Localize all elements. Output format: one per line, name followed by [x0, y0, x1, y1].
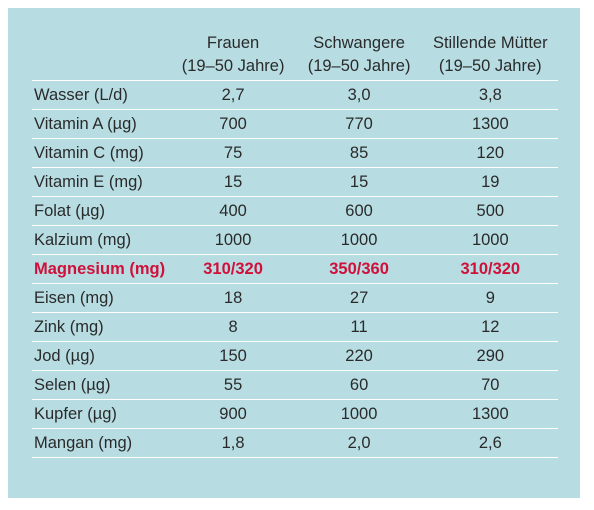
cell-stillende: 70 [422, 370, 558, 400]
cell-schwangere: 1000 [295, 399, 423, 429]
cell-schwangere: 1000 [295, 225, 423, 255]
row-label: Vitamin E (mg) [32, 167, 171, 197]
column-header-age: (19–50 Jahre) [438, 57, 542, 75]
cell-schwangere: 11 [295, 312, 423, 342]
header-row: Frauen (19–50 Jahre) Schwangere (19–50 J… [32, 32, 558, 81]
cell-stillende: 1000 [422, 225, 558, 255]
cell-stillende: 1300 [422, 399, 558, 429]
table-row-wasser: Wasser (L/d) 2,7 3,0 3,8 [32, 80, 558, 110]
table-row-folat: Folat (µg) 400 600 500 [32, 196, 558, 226]
cell-frauen: 150 [170, 341, 296, 371]
cell-frauen: 400 [170, 196, 296, 226]
cell-frauen: 8 [170, 312, 296, 342]
column-header-stillende-muetter: Stillende Mütter (19–50 Jahre) [422, 32, 558, 81]
cell-stillende: 290 [422, 341, 558, 371]
nutrient-table-panel: Frauen (19–50 Jahre) Schwangere (19–50 J… [8, 8, 580, 498]
cell-schwangere: 2,0 [295, 428, 423, 458]
row-label: Kupfer (µg) [32, 399, 171, 429]
table-row-vitamin-e: Vitamin E (mg) 15 15 19 [32, 167, 558, 197]
header-corner [32, 32, 171, 81]
cell-schwangere: 15 [295, 167, 423, 197]
cell-frauen: 2,7 [170, 80, 296, 110]
table-body: Wasser (L/d) 2,7 3,0 3,8 Vitamin A (µg) … [32, 80, 558, 458]
row-label: Wasser (L/d) [32, 80, 171, 110]
table-row-zink: Zink (mg) 8 11 12 [32, 312, 558, 342]
row-label: Folat (µg) [32, 196, 171, 226]
cell-frauen: 900 [170, 399, 296, 429]
row-label: Vitamin C (mg) [32, 138, 171, 168]
cell-stillende: 120 [422, 138, 558, 168]
cell-stillende: 2,6 [422, 428, 558, 458]
nutrient-table: Frauen (19–50 Jahre) Schwangere (19–50 J… [32, 32, 558, 458]
cell-schwangere: 85 [295, 138, 423, 168]
column-header-title: Stillende Mütter [432, 34, 548, 52]
cell-schwangere: 350/360 [295, 254, 423, 284]
column-header-frauen: Frauen (19–50 Jahre) [170, 32, 296, 81]
row-label: Vitamin A (µg) [32, 109, 171, 139]
cell-frauen: 1,8 [170, 428, 296, 458]
cell-stillende: 310/320 [422, 254, 558, 284]
cell-schwangere: 3,0 [295, 80, 423, 110]
cell-stillende: 9 [422, 283, 558, 313]
cell-frauen: 18 [170, 283, 296, 313]
cell-stillende: 500 [422, 196, 558, 226]
table-row-vitamin-c: Vitamin C (mg) 75 85 120 [32, 138, 558, 168]
row-label: Jod (µg) [32, 341, 171, 371]
column-header-title: Frauen [206, 34, 260, 52]
cell-stillende: 3,8 [422, 80, 558, 110]
cell-schwangere: 770 [295, 109, 423, 139]
row-label: Zink (mg) [32, 312, 171, 342]
cell-frauen: 310/320 [170, 254, 296, 284]
table-header: Frauen (19–50 Jahre) Schwangere (19–50 J… [32, 32, 558, 81]
table-row-kupfer: Kupfer (µg) 900 1000 1300 [32, 399, 558, 429]
cell-frauen: 15 [170, 167, 296, 197]
column-header-age: (19–50 Jahre) [181, 57, 285, 75]
table-row-vitamin-a: Vitamin A (µg) 700 770 1300 [32, 109, 558, 139]
table-row-eisen: Eisen (mg) 18 27 9 [32, 283, 558, 313]
cell-schwangere: 27 [295, 283, 423, 313]
table-row-kalzium: Kalzium (mg) 1000 1000 1000 [32, 225, 558, 255]
row-label: Kalzium (mg) [32, 225, 171, 255]
cell-schwangere: 60 [295, 370, 423, 400]
cell-frauen: 1000 [170, 225, 296, 255]
column-header-schwangere: Schwangere (19–50 Jahre) [295, 32, 423, 81]
cell-stillende: 12 [422, 312, 558, 342]
row-label: Eisen (mg) [32, 283, 171, 313]
table-row-jod: Jod (µg) 150 220 290 [32, 341, 558, 371]
cell-frauen: 75 [170, 138, 296, 168]
row-label: Magnesium (mg) [32, 254, 171, 284]
cell-frauen: 700 [170, 109, 296, 139]
cell-schwangere: 600 [295, 196, 423, 226]
cell-frauen: 55 [170, 370, 296, 400]
cell-schwangere: 220 [295, 341, 423, 371]
row-label: Selen (µg) [32, 370, 171, 400]
row-label: Mangan (mg) [32, 428, 171, 458]
table-row-mangan: Mangan (mg) 1,8 2,0 2,6 [32, 428, 558, 458]
table-row-magnesium: Magnesium (mg) 310/320 350/360 310/320 [32, 254, 558, 284]
cell-stillende: 19 [422, 167, 558, 197]
table-row-selen: Selen (µg) 55 60 70 [32, 370, 558, 400]
column-header-title: Schwangere [313, 34, 405, 52]
cell-stillende: 1300 [422, 109, 558, 139]
column-header-age: (19–50 Jahre) [307, 57, 411, 75]
